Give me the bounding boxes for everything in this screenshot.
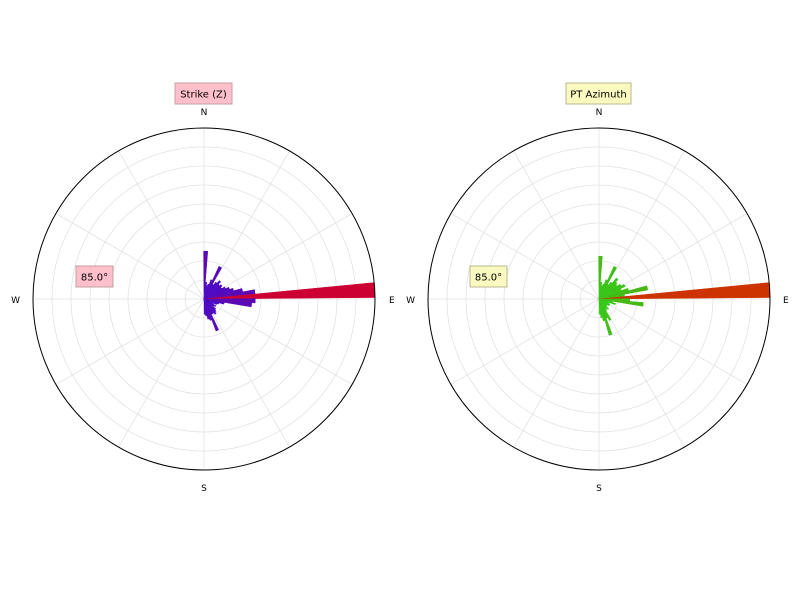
pt-azimuth-annotation-background [469,265,508,288]
pt-azimuth-bar [598,285,649,300]
pt-azimuth-south-label: S [596,484,602,494]
pt-azimuth-title-background [565,82,632,105]
pt-azimuth-bar [598,298,612,321]
pt-azimuth-grid-spoke [513,298,600,448]
strike-bar [203,250,209,300]
strike-west-label: W [11,296,20,306]
strike-bar [203,298,210,320]
pt-azimuth-west-label: W [406,296,415,306]
strike-annotation-box: 85.0° [75,265,114,288]
pt-azimuth-title: PT Azimuth [570,90,627,101]
strike-grid-spoke [203,298,353,385]
pt-azimuth-bar [598,281,618,300]
pt-azimuth-bar [598,298,601,315]
strike-south-label: S [201,484,207,494]
pt-azimuth-bar [598,277,619,300]
strike-title-box: Strike (Z) [174,82,233,105]
pt-azimuth-grid-spoke [598,298,685,448]
strike-grid-spoke [203,298,290,448]
pt-azimuth-grid-spoke [450,213,600,300]
strike-annotation: 85.0° [81,273,108,284]
strike-bar [203,298,220,332]
strike-rose-plot: Strike (Z) 85.0° N E S W [11,82,395,494]
strike-grid-spoke [118,150,205,300]
pt-azimuth-grid-spoke [513,150,600,300]
strike-grid-spoke [118,298,205,448]
pt-azimuth-grid-spoke [598,298,748,385]
pt-azimuth-north-label: N [596,108,603,118]
strike-grid-spoke [203,213,353,300]
pt-azimuth-title-box: PT Azimuth [565,82,632,105]
pt-azimuth-bar [598,298,606,322]
pt-azimuth-annotation: 85.0° [475,273,502,284]
pt-azimuth-bars [598,255,771,336]
strike-annotation-background [75,265,114,288]
pt-azimuth-annotation-box: 85.0° [469,265,508,288]
strike-bar [203,298,217,315]
strike-bars [203,250,376,332]
pt-azimuth-rose-plot: PT Azimuth 85.0° N E S W [406,82,789,494]
pt-azimuth-bar [598,283,626,300]
pt-azimuth-bar [598,298,603,318]
strike-title: Strike (Z) [180,90,227,101]
strike-bar [203,298,208,317]
pt-azimuth-east-label: E [783,296,789,306]
strike-bar [203,284,223,300]
pt-azimuth-bar [598,298,613,336]
strike-bar [203,298,213,321]
strike-bar [203,298,206,315]
strike-east-label: E [389,296,395,306]
strike-north-label: N [201,108,208,118]
pt-azimuth-grid-spoke [450,298,600,385]
strike-grid-spoke [55,213,205,300]
pt-azimuth-polar-frame [427,127,771,471]
strike-title-background [174,82,233,105]
strike-grid-spoke [55,298,205,385]
pt-azimuth-bar [598,255,603,300]
strike-polar-frame [32,127,376,471]
